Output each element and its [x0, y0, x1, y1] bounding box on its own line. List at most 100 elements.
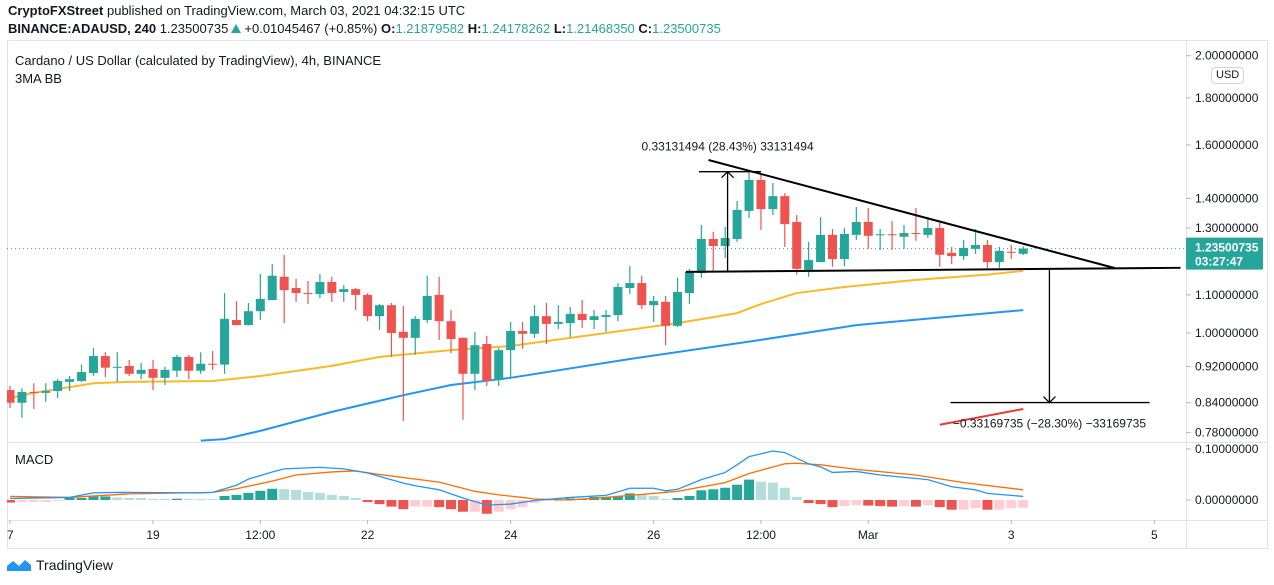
- arrow-head-icon: [1042, 396, 1056, 404]
- candle-body: [541, 316, 551, 324]
- macd-histogram-bar: [541, 500, 552, 502]
- candle: [65, 376, 75, 392]
- candle: [291, 278, 301, 302]
- candle-body: [529, 316, 539, 334]
- triangle-resistance-line[interactable]: [708, 159, 1116, 270]
- open-value: 1.21879582: [395, 21, 465, 36]
- price-tick-label: 1.10000000: [1195, 288, 1259, 302]
- candle-body: [41, 391, 51, 393]
- candle: [649, 295, 659, 322]
- last-price: 1.23500735: [159, 21, 229, 36]
- open-label: O:: [381, 21, 396, 36]
- candle: [88, 348, 98, 377]
- macd-histogram-bar: [88, 496, 99, 500]
- candle-body: [446, 321, 456, 340]
- macd-histogram-bar: [660, 498, 671, 500]
- candle-body: [553, 321, 563, 324]
- candle: [708, 231, 718, 271]
- macd-histogram-bar: [910, 500, 921, 507]
- candle-body: [136, 369, 146, 374]
- candle: [911, 207, 921, 241]
- candles: [7, 171, 1186, 421]
- candle-body: [708, 238, 718, 246]
- candle: [971, 228, 981, 254]
- candle: [172, 354, 182, 377]
- candle: [29, 383, 39, 409]
- macd-histogram-bar: [779, 487, 790, 500]
- currency-badge[interactable]: USD: [1211, 67, 1245, 84]
- candle: [673, 277, 683, 328]
- price-tick-label: 1.30000000: [1195, 221, 1259, 235]
- candle-body: [267, 275, 277, 300]
- candle-body: [172, 356, 182, 371]
- candle: [601, 310, 611, 332]
- candle-body: [77, 372, 87, 381]
- time-tick-label: 24: [504, 528, 518, 542]
- candle-body: [613, 286, 623, 316]
- macd-tick-label: 0.00000000: [1195, 493, 1259, 507]
- candle-body: [112, 366, 122, 368]
- time-tick-label: 5: [1151, 528, 1158, 542]
- macd-histogram-bar: [410, 500, 421, 507]
- candle: [422, 275, 432, 324]
- macd-histogram-bar: [1018, 500, 1029, 508]
- price-tick-label: 0.78000000: [1195, 425, 1259, 439]
- macd-histogram-bar: [136, 498, 147, 500]
- macd-histogram-bar: [207, 499, 218, 501]
- macd-histogram-bar: [64, 497, 75, 500]
- chart-title: Cardano / US Dollar (calculated by Tradi…: [15, 53, 381, 68]
- macd-histogram-bar: [40, 500, 51, 503]
- macd-histogram-bar: [755, 481, 766, 500]
- macd-histogram-bar: [434, 500, 445, 508]
- candle: [339, 285, 349, 302]
- candle-body: [601, 315, 611, 317]
- macd-histogram-bar: [970, 500, 981, 509]
- close-label: C:: [638, 21, 653, 36]
- candle-body: [982, 245, 992, 263]
- candle: [529, 305, 539, 338]
- candle: [768, 182, 778, 216]
- candle-body: [589, 316, 599, 321]
- time-tick-label: 26: [647, 528, 661, 542]
- tradingview-logo-icon: [7, 560, 31, 571]
- tradingview-logo[interactable]: TradingView: [6, 557, 113, 573]
- triangle-support-line[interactable]: [685, 266, 1181, 273]
- macd-histogram-bar: [839, 500, 850, 507]
- macd-histogram-bar: [493, 500, 504, 512]
- candle: [351, 288, 361, 311]
- macd-histogram-bar: [958, 500, 969, 510]
- candle: [267, 264, 277, 301]
- candle-body: [196, 363, 206, 371]
- candle-body: [792, 221, 802, 269]
- candle-body: [863, 221, 873, 236]
- candle-body: [959, 247, 969, 257]
- macd-histogram-bar: [815, 500, 826, 505]
- macd-histogram-bar: [708, 489, 719, 500]
- candle: [613, 283, 623, 322]
- candle-body: [303, 293, 313, 295]
- candle-body: [875, 234, 885, 236]
- macd-histogram-bar: [350, 497, 361, 500]
- candle: [684, 268, 694, 305]
- arrow-head-icon: [721, 170, 735, 179]
- candle-body: [744, 179, 754, 211]
- time-tick-label: Mar: [858, 528, 879, 542]
- candle-body: [375, 305, 385, 317]
- measure-down[interactable]: −0.33169735 (−28.30%) −33169735: [950, 269, 1150, 431]
- macd-histogram-bar: [28, 500, 39, 503]
- candle: [136, 362, 146, 380]
- candle: [816, 217, 826, 263]
- macd-histogram-bar: [696, 490, 707, 500]
- candle: [446, 310, 456, 354]
- candle-body: [625, 283, 635, 289]
- candle: [732, 200, 742, 242]
- drawings[interactable]: 0.33131494 (28.43%) 33131494 −0.33169735 …: [642, 140, 1181, 431]
- candle: [100, 352, 110, 377]
- measure-up[interactable]: 0.33131494 (28.43%) 33131494: [642, 140, 814, 272]
- publisher-name[interactable]: CryptoFXStreet: [8, 3, 104, 18]
- macd-histogram-bar: [481, 500, 492, 514]
- macd-histogram-bar: [398, 500, 409, 510]
- macd-histogram-bar: [386, 500, 397, 507]
